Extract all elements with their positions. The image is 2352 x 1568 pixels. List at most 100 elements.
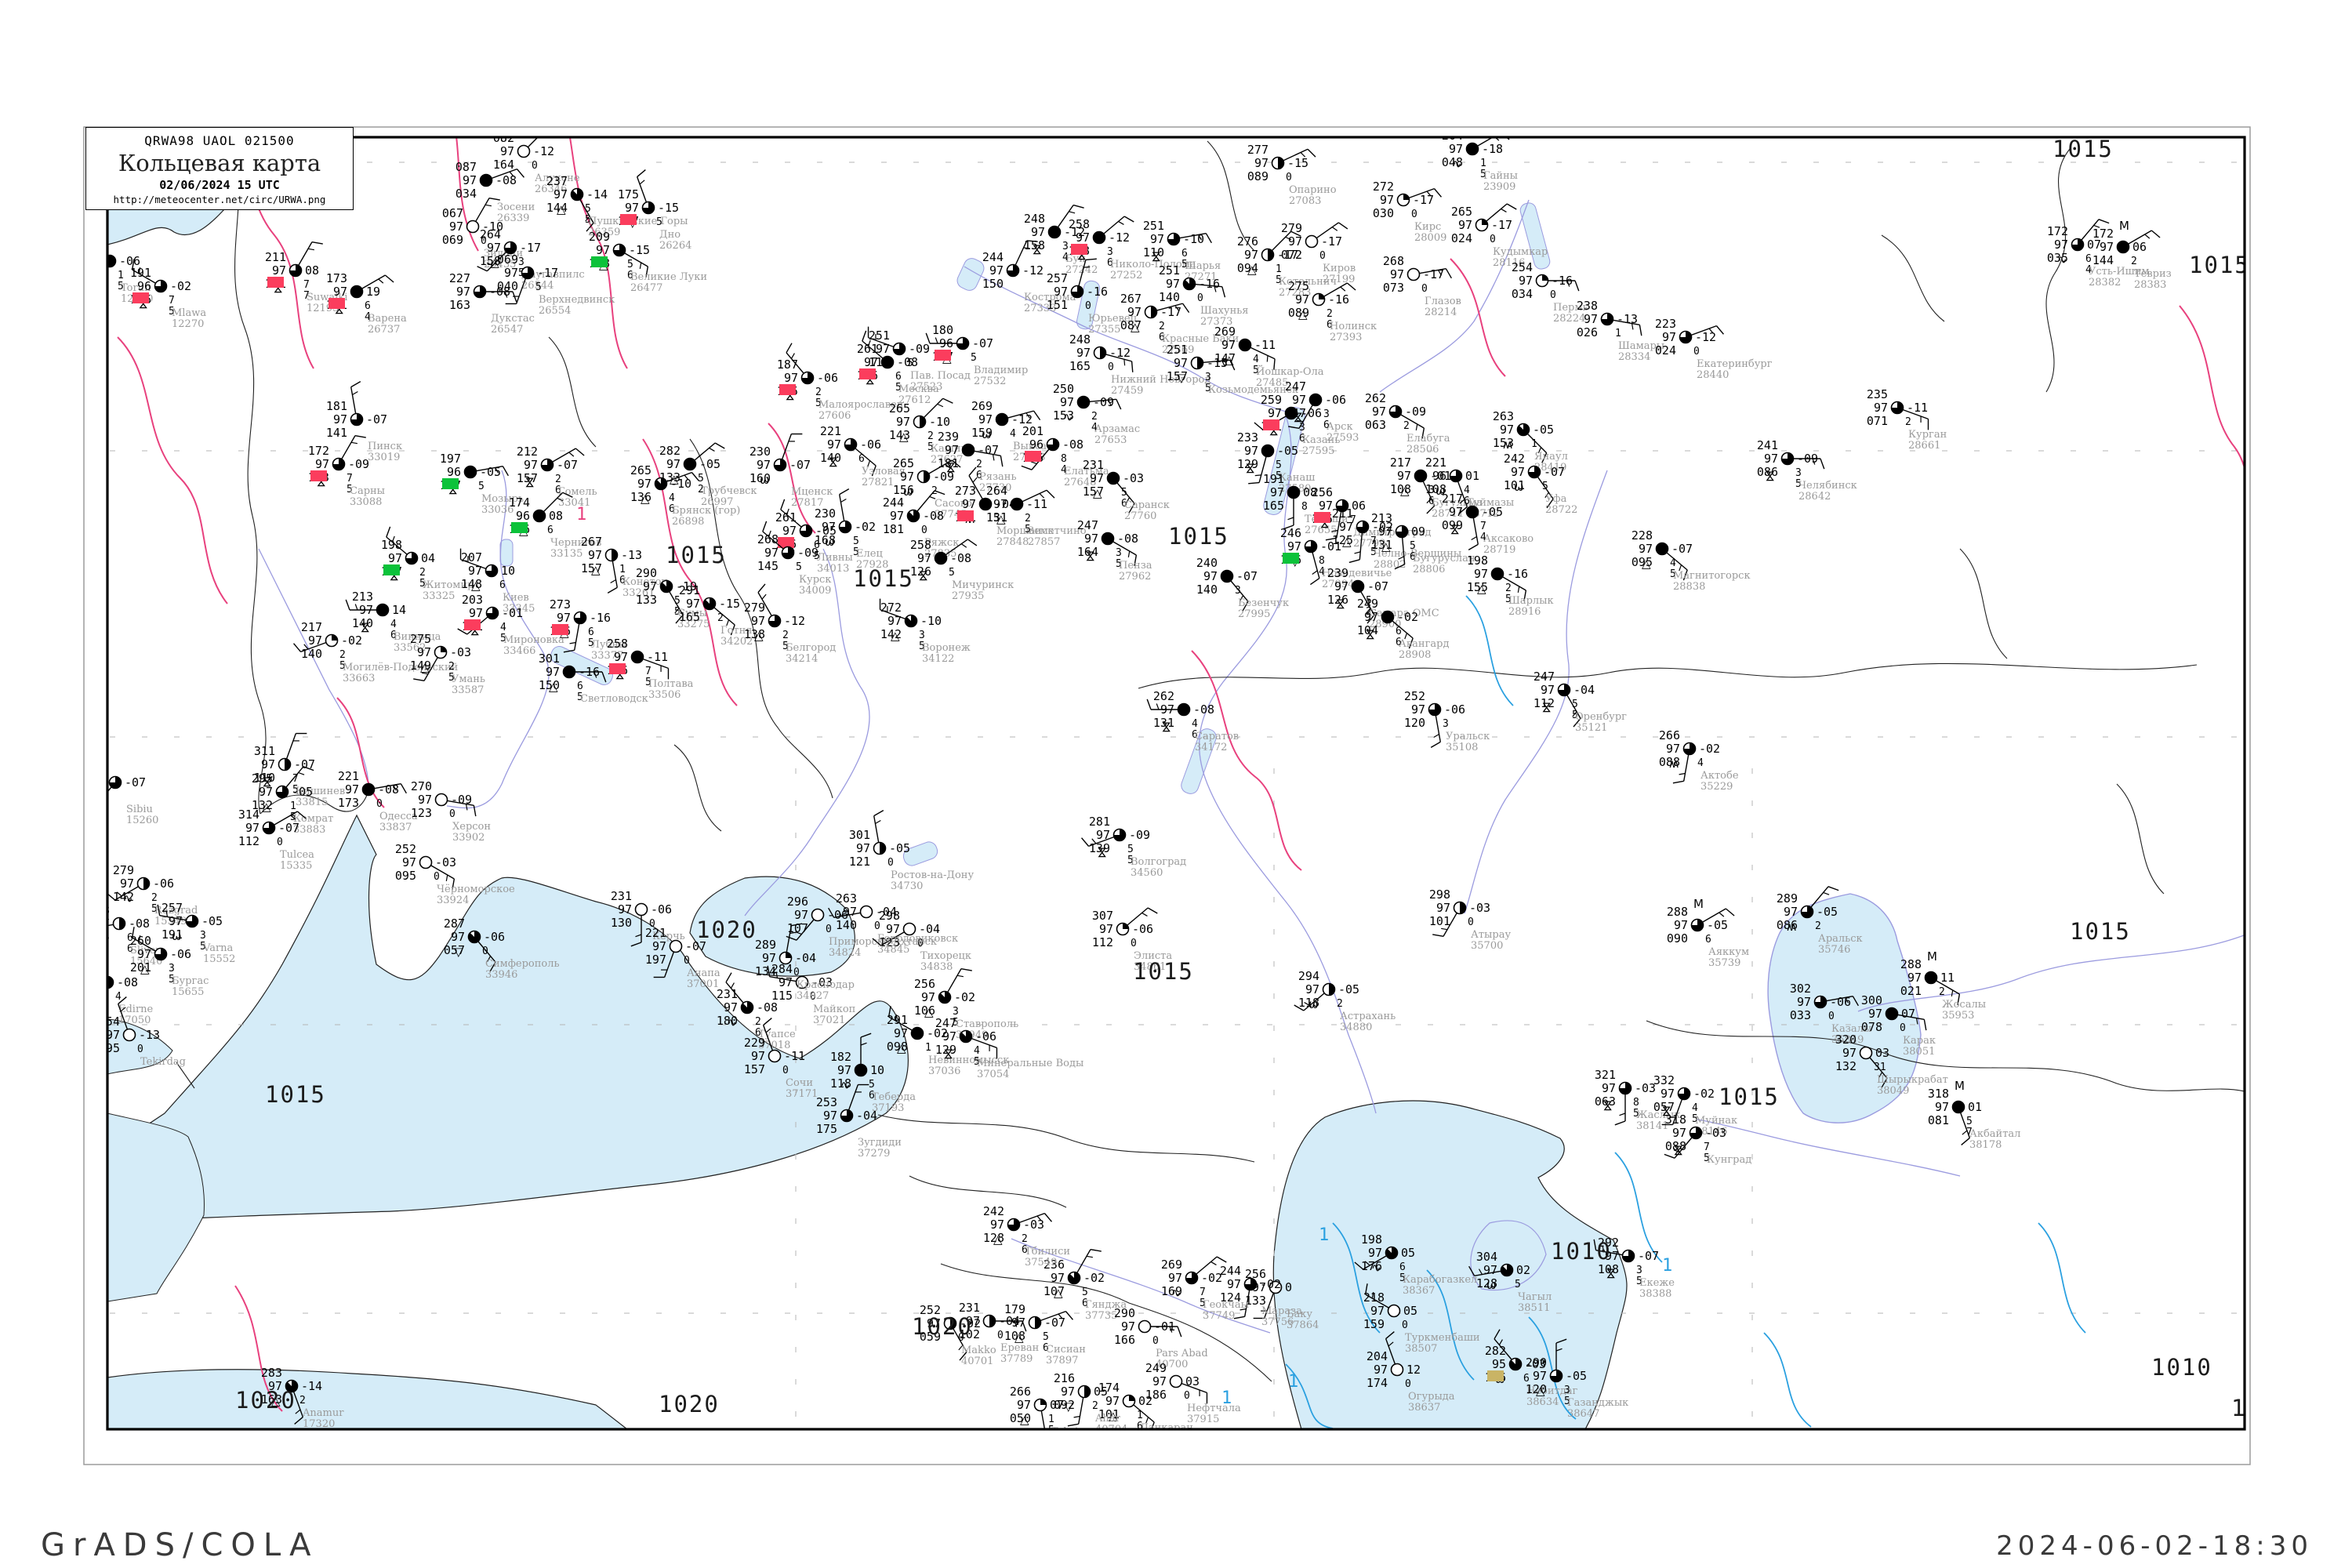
- pressure-tendency: 03: [1185, 1374, 1200, 1388]
- pressure-tendency: -02: [1693, 1087, 1715, 1101]
- pressure-tendency: -05: [1533, 423, 1554, 437]
- weather-symbol-icon: △: [89, 269, 99, 283]
- temperature-value: 197: [440, 452, 461, 466]
- visibility-code: 97: [1150, 232, 1164, 246]
- pressure-tendency: -03: [1635, 1081, 1656, 1095]
- station-name: Аральск: [1818, 933, 1863, 945]
- pressure-tendency: -17: [1160, 305, 1181, 319]
- station-id: 28419: [1534, 462, 1566, 474]
- visibility-code: 97: [890, 509, 904, 523]
- temperature-value: 259: [1261, 393, 1282, 407]
- weather-symbol-icon: ▽: [1064, 1399, 1073, 1414]
- low-cloud-digit: 6: [1523, 1373, 1530, 1385]
- visibility-code: 97: [822, 520, 836, 534]
- temperature-value: 231: [1083, 458, 1104, 472]
- precip-mark-square: [620, 214, 637, 225]
- low-cloud-digit: 5: [169, 306, 175, 318]
- station-name: Могилёв-Подольский: [343, 662, 458, 673]
- dewpoint-value: 108: [1598, 1262, 1619, 1276]
- temperature-value: 247: [1534, 670, 1555, 684]
- temperature-value: 181: [326, 399, 347, 413]
- visibility-code: 97: [169, 914, 183, 928]
- station-name: Малоярославец: [818, 399, 903, 411]
- station-name: Пав. Посад: [910, 370, 971, 382]
- low-cloud-digit: 5: [118, 281, 124, 292]
- low-cloud-digit: 0: [793, 967, 800, 978]
- station-id: 38388: [1639, 1288, 1671, 1300]
- low-cloud-digit: 0: [434, 871, 440, 883]
- visibility-code: 97: [1868, 1007, 1882, 1021]
- cloud-cover-circle: [634, 902, 648, 916]
- station-id: 37171: [786, 1088, 818, 1100]
- dewpoint-value: 201: [130, 960, 151, 975]
- station-name: Уфа: [1545, 493, 1567, 505]
- visibility-code: 97: [1292, 393, 1306, 407]
- weather-symbol-icon: ⋈: [826, 456, 840, 468]
- visibility-code: 97: [137, 947, 151, 961]
- low-cloud-digit: 0: [449, 808, 456, 820]
- visibility-code: 97: [945, 443, 959, 457]
- pressure-tendency: -06: [651, 902, 672, 916]
- weather-symbol-icon: ⋈: [944, 462, 958, 474]
- temperature-value: 279: [113, 863, 134, 877]
- pressure-tendency: 05: [1403, 1304, 1417, 1318]
- low-cloud-digit: 0: [1468, 916, 1474, 928]
- low-cloud-digit: 0: [1550, 289, 1556, 301]
- station-id: 38511: [1518, 1302, 1550, 1314]
- visibility-code: 97: [1244, 248, 1258, 262]
- visibility-code: 97: [921, 990, 935, 1004]
- dewpoint-value: 235: [89, 930, 110, 944]
- pressure-tendency: -04: [999, 1314, 1020, 1328]
- contour-value-label: 1: [576, 505, 586, 524]
- dewpoint-value: 165: [1263, 499, 1284, 513]
- low-cloud-digit: 2: [1091, 411, 1098, 423]
- pressure-tendency: 10: [870, 1063, 884, 1077]
- contour-value-label: 1: [1319, 1225, 1329, 1245]
- low-cloud-digit: 4: [1697, 757, 1704, 769]
- station-id: 35953: [1942, 1010, 1974, 1022]
- outer-border: [83, 126, 2251, 1465]
- temperature-value: 318: [1928, 1087, 1949, 1101]
- visibility-code: 97: [1458, 218, 1472, 232]
- pressure-tendency: 09: [1411, 524, 1425, 539]
- isobar-label: 1015: [2070, 918, 2131, 945]
- station-id: 15640: [130, 956, 162, 967]
- temperature-value: 265: [889, 401, 910, 416]
- station-name: Пушкинские Горы: [588, 216, 688, 227]
- low-cloud-digit: 6: [127, 932, 133, 944]
- visibility-code: 97: [259, 785, 273, 799]
- station-id: 28009: [1414, 232, 1446, 244]
- pressure-tendency: 06: [1352, 499, 1366, 513]
- visibility-code: 97: [1319, 499, 1333, 513]
- pressure-tendency: -15: [1287, 156, 1308, 170]
- dewpoint-value: 133: [636, 593, 657, 607]
- temperature-value: 302: [1790, 982, 1811, 996]
- station-id: 37897: [1046, 1355, 1078, 1367]
- pressure-tendency: -15: [1207, 356, 1228, 370]
- temperature-value: 244: [982, 250, 1004, 264]
- dewpoint-value: 158: [1024, 238, 1045, 252]
- low-cloud-digit: 6: [2085, 253, 2092, 265]
- dewpoint-value: 120: [1404, 716, 1425, 730]
- station-name: Казалы: [1831, 1023, 1871, 1035]
- low-cloud-digit: 3: [1795, 467, 1802, 479]
- station-name: Varna: [202, 942, 234, 954]
- station-name: Авангард: [1399, 638, 1449, 650]
- low-cloud-digit: 5: [869, 1079, 875, 1091]
- temperature-value: 187: [777, 358, 798, 372]
- temperature-value: 265: [893, 456, 914, 470]
- station-id: 33275: [677, 619, 710, 630]
- station-name: Челябинск: [1798, 480, 1857, 492]
- station-name: Небитдаг: [1526, 1385, 1577, 1397]
- low-cloud-digit: 5: [1205, 383, 1211, 394]
